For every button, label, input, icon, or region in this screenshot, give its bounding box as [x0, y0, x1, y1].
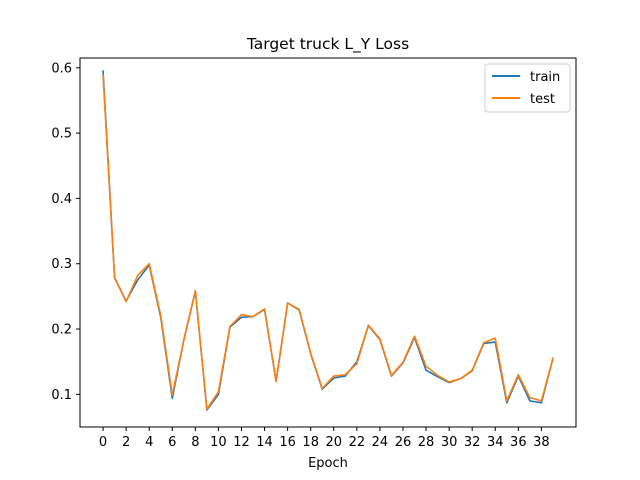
- x-tick-label: 36: [510, 435, 527, 450]
- x-tick-label: 10: [210, 435, 227, 450]
- x-tick-label: 0: [99, 435, 107, 450]
- y-tick-label: 0.3: [51, 257, 72, 272]
- x-tick-label: 30: [441, 435, 458, 450]
- x-tick-label: 16: [279, 435, 296, 450]
- x-tick-label: 34: [487, 435, 504, 450]
- x-tick-label: 4: [145, 435, 153, 450]
- y-tick-label: 0.1: [51, 388, 72, 403]
- x-tick-label: 8: [191, 435, 199, 450]
- plot-frame: [79, 57, 577, 428]
- legend: train test: [484, 63, 571, 113]
- x-tick-label: 26: [395, 435, 412, 450]
- y-axis-ticks: 0.1 0.2 0.3 0.4 0.5 0.6: [51, 61, 80, 403]
- series-line-train: [102, 70, 554, 411]
- y-tick-label: 0.2: [51, 323, 72, 338]
- x-tick-label: 28: [418, 435, 435, 450]
- x-tick-label: 12: [233, 435, 250, 450]
- x-tick-label: 32: [464, 435, 481, 450]
- y-tick-label: 0.6: [51, 61, 72, 76]
- x-axis-label: Epoch: [308, 456, 348, 471]
- x-tick-label: 2: [122, 435, 130, 450]
- x-tick-label: 22: [349, 435, 366, 450]
- x-axis-ticks: 0 2 4 6 8 10 12 14 16 18 20 22 24 26 28 30 32 34 36 38: [99, 427, 550, 450]
- y-tick-label: 0.4: [51, 192, 72, 207]
- legend-label-test: test: [530, 92, 555, 107]
- x-tick-label: 14: [256, 435, 273, 450]
- x-tick-label: 20: [325, 435, 342, 450]
- series-lines: [102, 70, 554, 411]
- chart-title: Target truck L_Y Loss: [246, 35, 409, 54]
- legend-label-train: train: [530, 70, 560, 85]
- x-tick-label: 6: [168, 435, 176, 450]
- series-line-test: [102, 74, 554, 411]
- x-tick-label: 18: [302, 435, 319, 450]
- x-tick-label: 38: [533, 435, 550, 450]
- y-tick-label: 0.5: [51, 127, 72, 142]
- x-tick-label: 24: [372, 435, 389, 450]
